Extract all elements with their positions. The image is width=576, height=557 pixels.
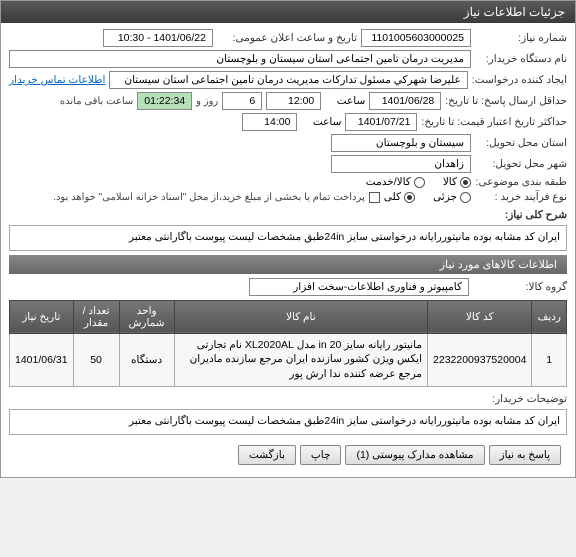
buyer-notes-label: توضیحات خریدار: (475, 393, 567, 405)
radio-goods[interactable]: کالا (443, 176, 471, 188)
group-label: گروه کالا: (475, 281, 567, 293)
th-row: ردیف (532, 300, 567, 333)
payment-note: پرداخت تمام یا بخشی از مبلغ خرید،از محل … (53, 192, 365, 203)
radio-full-label: کلی (384, 191, 401, 203)
items-section-title: اطلاعات کالاهای مورد نیاز (440, 259, 557, 271)
th-date: تاریخ نیاز (10, 300, 74, 333)
buyer-value: مدیریت درمان تامین اجتماعی استان سیستان … (9, 50, 471, 68)
cell-qty: 50 (73, 333, 119, 386)
buyer-label: نام دستگاه خریدار: (475, 53, 567, 65)
province-label: استان محل تحویل: (475, 137, 567, 149)
validity-date: 1401/07/21 (345, 113, 417, 131)
radio-goods-label: کالا (443, 176, 457, 188)
th-unit: واحد شمارش (119, 300, 174, 333)
requester-label: ایجاد کننده درخواست: (472, 74, 567, 86)
validity-label: حداکثر تاریخ اعتبار قیمت: تا تاریخ: (421, 116, 567, 128)
back-button[interactable]: بازگشت (238, 445, 296, 465)
city-value: زاهدان (331, 155, 471, 173)
th-name: نام کالا (174, 300, 427, 333)
radio-service-label: کالا/خدمت (366, 176, 411, 188)
days-and: روز و (196, 96, 218, 107)
attachments-button[interactable]: مشاهده مدارک پیوستی (1) (345, 445, 484, 465)
general-title-label: شرح کلی نیاز: (475, 209, 567, 221)
cell-code: 2232200937520004 (428, 333, 532, 386)
cell-row: 1 (532, 333, 567, 386)
remain-label: ساعت باقی مانده (60, 96, 133, 107)
radio-dot-icon (414, 177, 425, 188)
announce-value: 1401/06/22 - 10:30 (103, 29, 213, 47)
deadline-label: حداقل ارسال پاسخ: تا تاریخ: (445, 95, 567, 107)
radio-partial[interactable]: جزئی (433, 191, 471, 203)
reply-button[interactable]: پاسخ به نیاز (489, 445, 561, 465)
radio-dot-icon (460, 192, 471, 203)
requester-value: علیرضا شهركي مسئول تدارکات مدیریت درمان … (109, 71, 467, 89)
th-qty: تعداد / مقدار (73, 300, 119, 333)
radio-dot-icon (460, 177, 471, 188)
print-button[interactable]: چاپ (300, 445, 342, 465)
contact-link[interactable]: اطلاعات تماس خریدار (9, 74, 105, 86)
cell-date: 1401/06/31 (10, 333, 74, 386)
table-row: 1 2232200937520004 مانیتور رایانه سایز 2… (10, 333, 567, 386)
remain-days: 6 (222, 92, 262, 110)
panel-title: جزئیات اطلاعات نیاز (464, 5, 565, 19)
countdown: 01:22:34 (137, 92, 192, 110)
panel-header: جزئیات اطلاعات نیاز (1, 1, 575, 23)
radio-full[interactable]: کلی (384, 191, 415, 203)
time-label-1: ساعت (325, 95, 365, 107)
deadline-date: 1401/06/28 (369, 92, 441, 110)
classify-label: طبقه بندی موضوعی: (475, 176, 567, 188)
announce-label: تاریخ و ساعت اعلان عمومی: (217, 32, 357, 44)
purchase-label: نوع فرآیند خرید : (475, 191, 567, 203)
radio-dot-icon (404, 192, 415, 203)
cell-name: مانیتور رایانه سایز 20 in مدل XL2020AL ن… (174, 333, 427, 386)
province-value: سیستان و بلوچستان (331, 134, 471, 152)
items-section-header: اطلاعات کالاهای مورد نیاز (9, 255, 567, 274)
cell-unit: دستگاه (119, 333, 174, 386)
th-code: کد کالا (428, 300, 532, 333)
deadline-time: 12:00 (266, 92, 321, 110)
general-title-box: ایران کد مشابه بوده مانیتوررایانه درخواس… (9, 225, 567, 251)
validity-time: 14:00 (242, 113, 297, 131)
group-value: کامپیوتر و فناوری اطلاعات-سخت افزار (249, 278, 469, 296)
need-no-value: 1101005603000025 (361, 29, 471, 47)
radio-service[interactable]: کالا/خدمت (366, 176, 425, 188)
need-no-label: شماره نیاز: (475, 32, 567, 44)
buyer-notes-box: ایران کد مشابه بوده مانیتوررایانه درخواس… (9, 409, 567, 435)
time-label-2: ساعت (301, 116, 341, 128)
payment-checkbox[interactable] (369, 192, 380, 203)
radio-partial-label: جزئی (433, 191, 457, 203)
items-table: ردیف کد کالا نام کالا واحد شمارش تعداد /… (9, 300, 567, 387)
city-label: شهر محل تحویل: (475, 158, 567, 170)
